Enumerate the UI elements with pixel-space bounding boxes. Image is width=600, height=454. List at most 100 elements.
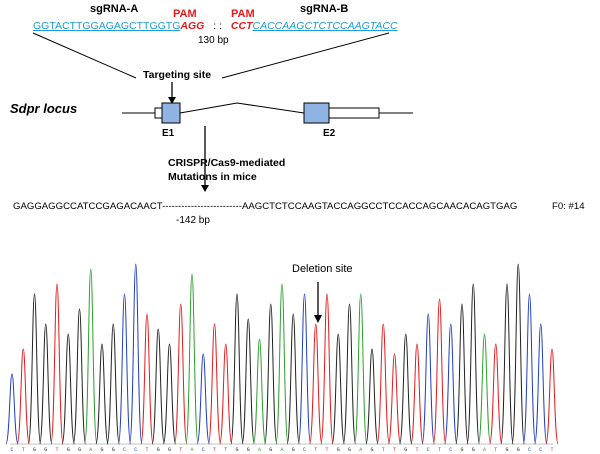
base-call: G [460, 447, 463, 453]
pam-left-label: PAM [173, 8, 197, 20]
peak-G [230, 293, 244, 445]
peak-G [162, 343, 177, 445]
peak-T [376, 323, 390, 445]
peak-A [252, 338, 267, 445]
funnel-line-left [32, 32, 137, 79]
peak-A [275, 283, 289, 445]
base-call: G [517, 447, 520, 453]
base-call: G [67, 447, 70, 453]
exon2-label: E2 [323, 128, 336, 139]
base-call: C [303, 447, 306, 453]
peak-G [27, 293, 42, 445]
crispr-arrowhead [201, 185, 209, 192]
base-call: A [89, 447, 92, 453]
base-call: G [33, 447, 36, 453]
pam-a-sequence: AGG [180, 20, 205, 32]
peak-G [500, 283, 514, 445]
locus-label: Sdpr locus [10, 101, 78, 116]
base-call: T [22, 447, 25, 453]
base-call: T [314, 447, 317, 453]
sgrna-a-label: sgRNA-A [90, 3, 139, 15]
peak-G [342, 303, 357, 445]
targeting-arrowhead [168, 97, 176, 104]
peak-G [151, 328, 165, 445]
peak-C [129, 263, 143, 445]
peak-C [534, 323, 548, 445]
base-call: G [168, 447, 171, 453]
peak-G [95, 343, 109, 445]
base-call: C [123, 447, 126, 453]
peak-T [387, 353, 402, 445]
peak-G [511, 263, 525, 445]
peak-G [365, 348, 379, 445]
base-call: G [337, 447, 340, 453]
separator: : : [213, 20, 222, 32]
deletion-site-arrowhead [314, 315, 322, 323]
deletion-size-label: -142 bp [176, 215, 210, 226]
base-call: T [325, 447, 328, 453]
peak-T [174, 303, 188, 445]
peak-G [106, 323, 120, 445]
peak-A [84, 268, 98, 445]
base-call: G [472, 447, 475, 453]
base-call: T [415, 447, 418, 453]
base-call: T [438, 447, 441, 453]
gap-label: 130 bp [198, 35, 229, 46]
peak-G [241, 318, 255, 445]
base-call: A [359, 447, 362, 453]
base-call: A [483, 447, 486, 453]
base-call: G [505, 447, 508, 453]
peak-G [72, 308, 87, 445]
peak-A [477, 333, 492, 445]
base-call: C [134, 447, 137, 453]
sgrna-sequence-line: GGTACTTGGAGAGCTTGGTGAGG : : CCTCACCAAGCT… [33, 20, 398, 32]
exon2-box [303, 102, 330, 124]
peak-A [354, 293, 368, 445]
peak-C [522, 293, 537, 445]
base-call: T [393, 447, 396, 453]
base-call: G [100, 447, 103, 453]
peak-G [264, 303, 278, 445]
base-call: G [157, 447, 160, 453]
peak-G [286, 313, 300, 445]
peak-T [50, 283, 64, 445]
sgrna-b-label: sgRNA-B [300, 3, 349, 15]
locus-diagram [32, 32, 413, 192]
founder-label: F0: #14 [552, 201, 585, 212]
base-call: T [494, 447, 497, 453]
base-call: T [179, 447, 182, 453]
chromatogram-traces [5, 263, 559, 445]
funnel-line-right [221, 32, 390, 79]
base-call: G [44, 447, 47, 453]
pam-b-sequence: CCT [230, 20, 253, 32]
base-call: C [202, 447, 205, 453]
targeting-site-label: Targeting site [143, 69, 212, 81]
base-call: T [224, 447, 227, 453]
peak-T [16, 348, 30, 445]
peak-T [207, 323, 222, 445]
base-call: A [258, 447, 261, 453]
exon1-box [161, 102, 181, 124]
base-call: G [269, 447, 272, 453]
peak-T [309, 323, 323, 445]
base-call: C [539, 447, 542, 453]
base-call: T [145, 447, 148, 453]
crispr-label-line1: CRISPR/Cas9-mediated [168, 157, 286, 169]
mutant-sequence: GAGGAGGCCATCCGAGACAACT------------------… [13, 201, 518, 212]
deletion-site-label: Deletion site [292, 263, 353, 275]
base-call: T [55, 447, 58, 453]
pam-right-label: PAM [231, 8, 255, 20]
base-call: A [190, 447, 193, 453]
base-call: G [235, 447, 238, 453]
base-call: C [10, 447, 13, 453]
peak-G [61, 333, 75, 445]
base-call: C [528, 447, 531, 453]
peak-C [117, 293, 132, 445]
peak-T [219, 343, 233, 445]
peak-A [185, 273, 199, 445]
peak-G [331, 333, 345, 445]
sgrna-a-sequence: GGTACTTGGAGAGCTTGGTG [33, 20, 181, 32]
base-call: T [550, 447, 553, 453]
